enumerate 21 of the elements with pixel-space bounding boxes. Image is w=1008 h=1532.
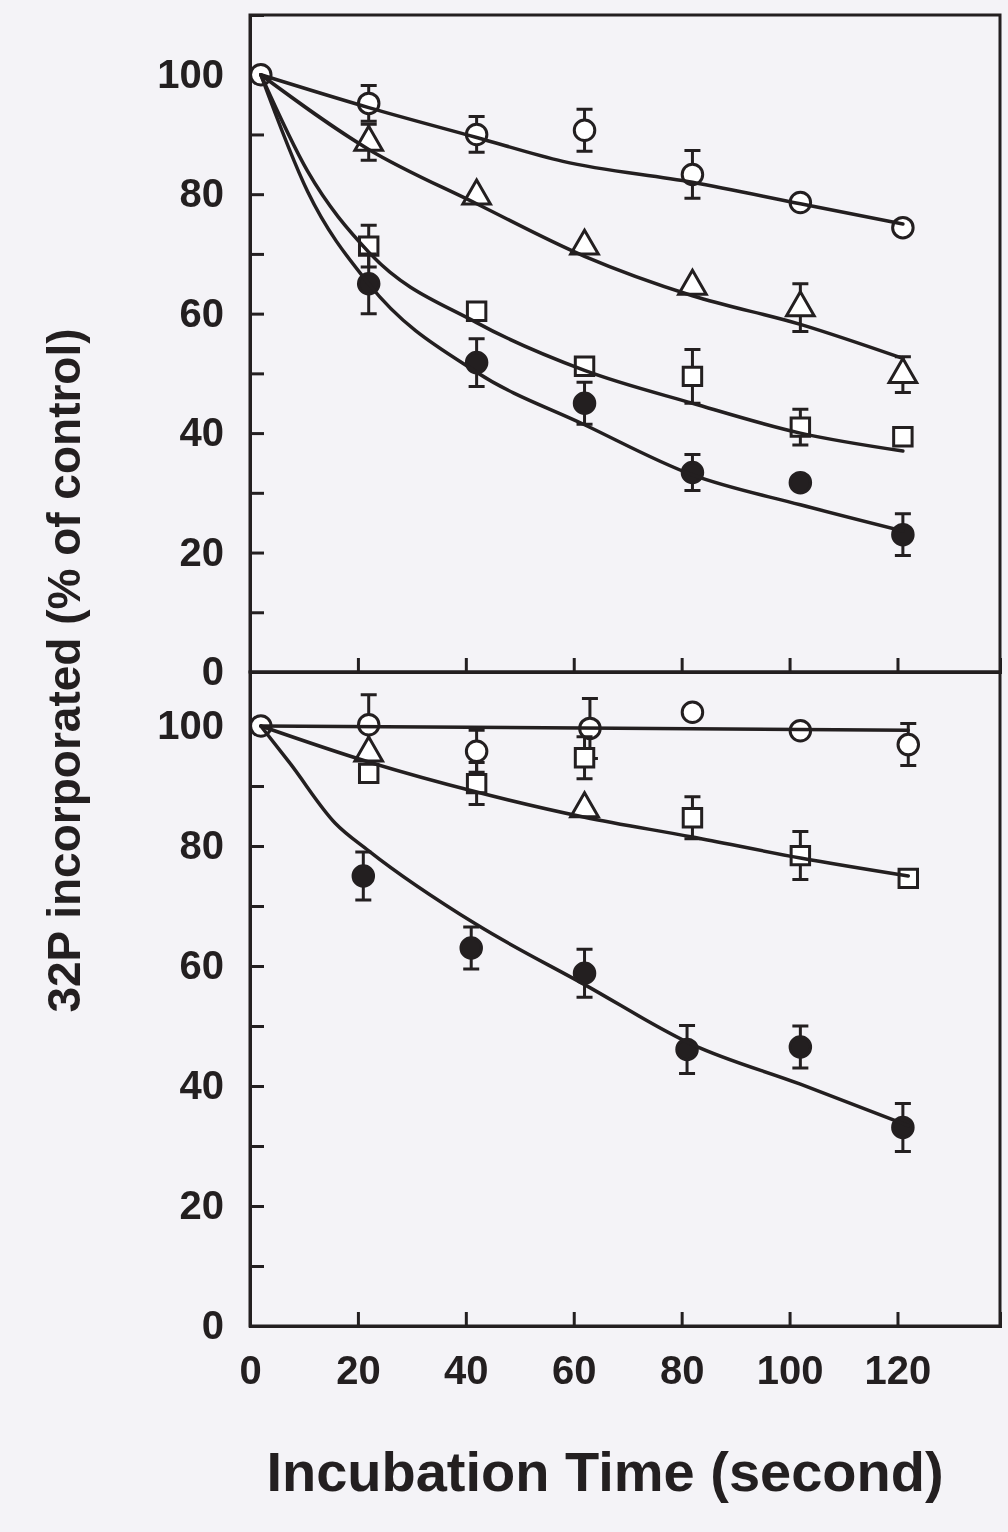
y-tick-label: 60 [179, 290, 224, 335]
y-tick-label: 20 [179, 1183, 224, 1228]
y-tick-label: 80 [179, 823, 224, 868]
x-tick-label: 60 [551, 1348, 597, 1393]
y-tick-label: 40 [179, 410, 224, 455]
x-tick-label: 0 [239, 1348, 262, 1393]
x-tick-label: 80 [659, 1348, 705, 1393]
y-tick-label: 100 [157, 52, 224, 97]
x-tick-label: 40 [444, 1348, 489, 1393]
x-axis-title: Incubation Time (second) [266, 1440, 944, 1503]
y-axis-title: 32P incorporated (% of control) [38, 328, 90, 1013]
x-tick-label: 20 [336, 1348, 381, 1393]
y-tick-label: 40 [179, 1063, 224, 1108]
y-tick-label: 0 [201, 649, 224, 694]
y-tick-label: 100 [157, 703, 224, 748]
x-tick-label: 120 [864, 1348, 932, 1393]
x-tick-label: 100 [756, 1348, 824, 1393]
y-tick-label: 20 [179, 529, 224, 574]
y-tick-label: 0 [201, 1303, 224, 1348]
y-tick-label: 80 [179, 171, 224, 216]
y-tick-label: 60 [179, 943, 224, 988]
